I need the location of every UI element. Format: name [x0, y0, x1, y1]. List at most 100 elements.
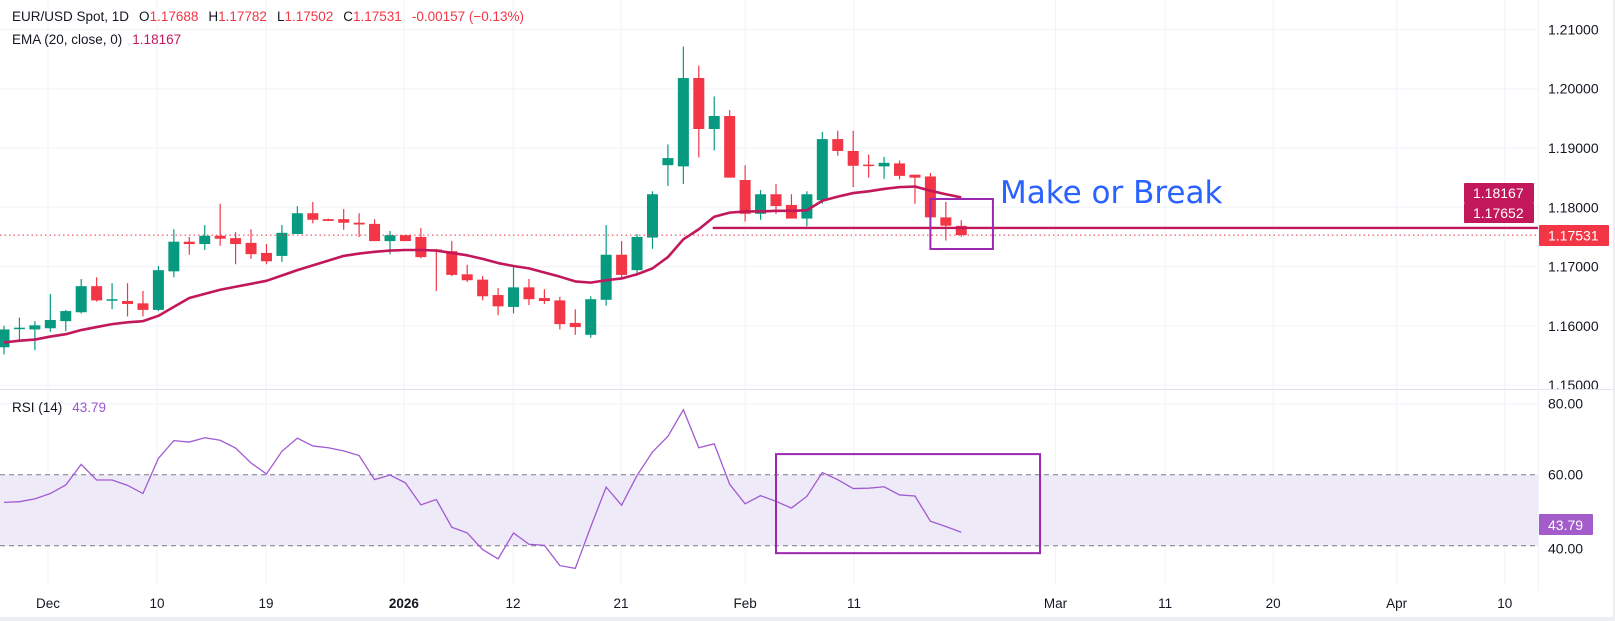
candle-body — [724, 115, 736, 178]
candle — [44, 293, 56, 332]
candle-body — [616, 254, 628, 275]
ema-value: 1.18167 — [132, 32, 182, 47]
candle — [152, 266, 164, 312]
candle — [260, 244, 272, 265]
price-tick-label: 1.17000 — [1548, 259, 1599, 275]
candle — [477, 276, 489, 301]
candle-body — [538, 298, 550, 301]
rsi-band — [0, 474, 1538, 546]
ema-legend[interactable]: EMA (20, close, 0) 1.18167 — [12, 32, 181, 47]
candle-body — [955, 225, 967, 236]
price-tick-label: 1.21000 — [1548, 21, 1599, 37]
candle-body — [13, 327, 25, 330]
time-tick-label: 19 — [259, 596, 274, 611]
candle-body — [801, 194, 813, 219]
candle — [508, 267, 520, 314]
candle-body — [461, 274, 473, 281]
candle-body — [106, 299, 118, 301]
candle-body — [755, 194, 767, 214]
candle-body — [214, 235, 226, 239]
candle-body — [878, 162, 890, 167]
time-tick-label: 11 — [847, 596, 861, 611]
candle-body — [60, 311, 72, 322]
candle-body — [924, 176, 936, 218]
candle — [755, 190, 767, 220]
candle-body — [646, 194, 658, 238]
rsi-legend[interactable]: RSI (14) 43.79 — [12, 400, 106, 415]
open-label: O — [139, 9, 150, 24]
candle — [600, 225, 612, 306]
candle-body — [369, 223, 381, 242]
candle-body — [739, 180, 751, 214]
candle — [832, 130, 844, 156]
candle — [245, 229, 257, 259]
open-value: 1.17688 — [149, 9, 199, 24]
candle-body — [662, 158, 674, 166]
symbol-title[interactable]: EUR/USD Spot, 1D — [12, 9, 130, 24]
candle-body — [245, 242, 257, 255]
time-tick-label: 20 — [1266, 596, 1281, 611]
candle-body — [554, 300, 566, 325]
candle-body — [168, 241, 180, 272]
price-pane[interactable]: Make or Break — [0, 46, 1538, 355]
candle-body — [29, 325, 41, 330]
low-label: L — [276, 9, 285, 24]
candle-body — [708, 115, 720, 130]
candle-body — [832, 139, 844, 151]
price-tick-label: 1.18000 — [1548, 199, 1599, 215]
price-tick-label: 1.15000 — [1548, 377, 1599, 393]
time-tick-label: 11 — [1158, 596, 1172, 611]
candle-body — [291, 213, 303, 234]
time-tick-label: Apr — [1386, 596, 1408, 611]
candle — [338, 209, 350, 230]
candle — [0, 325, 10, 355]
candle — [739, 165, 751, 222]
candle-body — [137, 303, 149, 310]
rsi-tick-label: 80.00 — [1548, 396, 1583, 412]
rsi-label: RSI (14) — [12, 400, 63, 415]
rsi-tick-label: 60.00 — [1548, 467, 1583, 483]
price-label-badge-ema — [1464, 183, 1534, 203]
rsi-annotation-box — [775, 453, 1042, 555]
rsi-line — [3, 408, 962, 570]
candle — [770, 184, 782, 214]
time-tick-label: 10 — [149, 596, 164, 611]
candle-body — [353, 222, 365, 225]
price-label-text: 1.17531 — [1548, 228, 1599, 244]
candle — [785, 194, 797, 219]
candle-body — [276, 232, 288, 256]
rsi-value: 43.79 — [72, 400, 107, 415]
candle-body — [152, 270, 164, 310]
candle-body — [940, 217, 952, 226]
candle — [369, 219, 381, 242]
candle — [322, 218, 334, 221]
candle-body — [0, 329, 10, 348]
candle-body — [847, 150, 859, 166]
candle — [183, 236, 195, 255]
candle — [538, 289, 550, 304]
candle-body — [894, 163, 906, 176]
candle-body — [909, 174, 921, 178]
candle — [106, 283, 118, 310]
candle — [461, 264, 473, 283]
time-tick-label: Mar — [1044, 596, 1068, 611]
time-tick-label: 12 — [506, 596, 521, 611]
candle-body — [91, 286, 103, 301]
ema-label: EMA (20, close, 0) — [12, 32, 123, 47]
annotation-text: Make or Break — [1000, 175, 1222, 211]
candle — [91, 277, 103, 302]
candle — [724, 110, 736, 178]
rsi-tick-label: 40.00 — [1548, 541, 1583, 557]
candle-body — [44, 319, 56, 329]
candle — [353, 213, 365, 237]
candle — [291, 206, 303, 234]
price-legend: EUR/USD Spot, 1D O 1.17688 H 1.17782 L 1.17… — [12, 9, 524, 24]
candle — [75, 279, 87, 314]
candle — [29, 321, 41, 351]
candle-body — [816, 139, 828, 201]
candle — [307, 201, 319, 224]
rsi-pane[interactable] — [0, 403, 1538, 570]
candle — [662, 144, 674, 186]
